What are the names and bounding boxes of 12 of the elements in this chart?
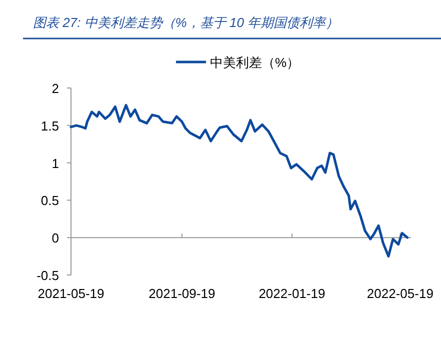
y-tick-label: 1 bbox=[52, 156, 59, 171]
x-tick-label: 2021-05-19 bbox=[38, 286, 104, 301]
x-tick-label: 2022-01-19 bbox=[258, 286, 326, 301]
legend-label: 中美利差（%） bbox=[210, 55, 300, 70]
y-tick-label: 0 bbox=[52, 230, 59, 246]
x-tick-label: 2022-05-19 bbox=[366, 286, 434, 301]
y-tick-label: -0.5 bbox=[36, 268, 59, 283]
chart-title: 图表 27: 中美利差走势（%，基于 10 年期国债利率） bbox=[33, 15, 339, 30]
y-tick-label: 0.5 bbox=[40, 193, 59, 208]
y-tick-label: 2 bbox=[52, 81, 59, 96]
y-tick-label: 1.5 bbox=[40, 118, 59, 134]
x-tick-label: 2021-09-19 bbox=[148, 286, 216, 301]
